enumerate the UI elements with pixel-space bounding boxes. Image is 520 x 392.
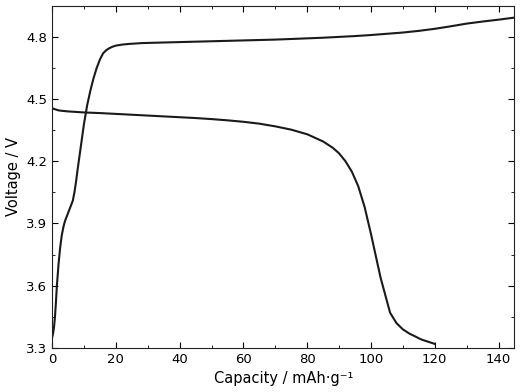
Y-axis label: Voltage / V: Voltage / V xyxy=(6,137,21,216)
X-axis label: Capacity / mAh·g⁻¹: Capacity / mAh·g⁻¹ xyxy=(214,372,353,387)
